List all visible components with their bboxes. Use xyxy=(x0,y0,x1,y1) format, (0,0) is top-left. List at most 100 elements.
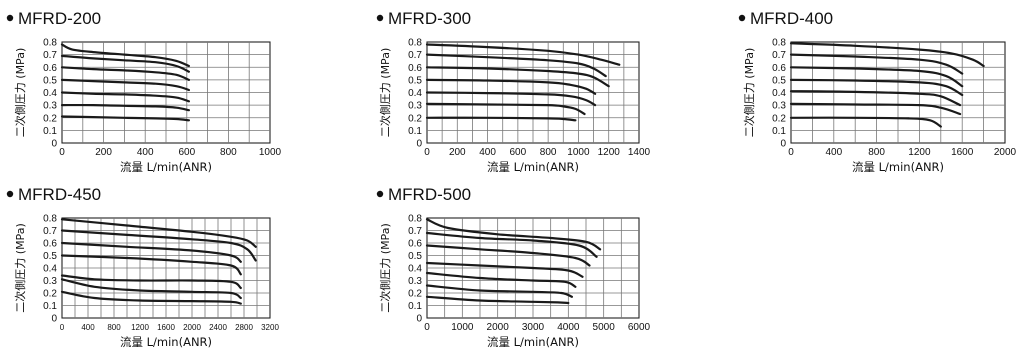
y-tick-label: 0.4 xyxy=(43,88,57,99)
y-axis-label: 二次側圧力 (MPa) xyxy=(742,48,756,137)
series-line-4 xyxy=(60,254,242,276)
y-tick-label: 0.3 xyxy=(772,101,786,112)
x-tick-label: 2000 xyxy=(183,323,201,332)
x-tick-label: 3200 xyxy=(261,323,279,332)
x-axis-label: 流量 L/min(ANR) xyxy=(120,335,212,349)
x-tick-label: 1600 xyxy=(157,323,175,332)
y-tick-label: 0 xyxy=(780,139,786,150)
y-tick-label: 0 xyxy=(51,139,57,150)
y-tick-label: 0.5 xyxy=(43,251,57,262)
x-tick-label: 4000 xyxy=(557,322,580,333)
x-tick-label: 800 xyxy=(107,323,121,332)
series-line-7 xyxy=(60,115,190,122)
series-line-1 xyxy=(425,43,621,66)
y-tick-label: 0.7 xyxy=(408,50,422,61)
x-tick-label: 600 xyxy=(510,147,527,158)
series-line-6 xyxy=(60,278,242,300)
x-tick-label: 2000 xyxy=(487,322,510,333)
series-line-2 xyxy=(425,53,607,78)
y-tick-label: 0.5 xyxy=(408,75,422,86)
chart-title: MFRD-200 xyxy=(18,9,101,28)
series-line-2 xyxy=(425,231,598,258)
y-tick-label: 0.6 xyxy=(772,63,786,74)
series-line-5 xyxy=(425,91,597,107)
series-line-3 xyxy=(60,241,242,263)
y-tick-label: 0.2 xyxy=(408,113,422,124)
series-line-7 xyxy=(425,116,577,122)
series-line-4 xyxy=(60,78,190,92)
y-tick-label: 0.5 xyxy=(408,251,422,262)
y-tick-label: 0.1 xyxy=(408,301,422,312)
y-tick-label: 0.4 xyxy=(408,88,422,99)
series-line-1 xyxy=(60,43,190,68)
y-axis-label: 二次側圧力 (MPa) xyxy=(378,223,392,312)
y-tick-label: 0.6 xyxy=(43,63,57,74)
y-tick-label: 0.4 xyxy=(43,264,57,275)
y-tick-label: 0.4 xyxy=(408,264,422,275)
x-tick-label: 800 xyxy=(540,147,557,158)
x-tick-label: 2000 xyxy=(994,147,1017,158)
y-tick-label: 0.3 xyxy=(43,101,57,112)
y-tick-label: 0.6 xyxy=(408,63,422,74)
x-axis-label: 流量 L/min(ANR) xyxy=(487,335,579,349)
x-tick-label: 400 xyxy=(137,147,154,158)
x-tick-label: 1600 xyxy=(951,147,974,158)
x-tick-label: 1400 xyxy=(628,147,651,158)
x-tick-label: 6000 xyxy=(628,322,651,333)
y-tick-label: 0.3 xyxy=(408,276,422,287)
series-line-4 xyxy=(425,78,597,95)
x-tick-label: 1200 xyxy=(908,147,931,158)
y-tick-label: 0.4 xyxy=(772,88,786,99)
x-tick-label: 2800 xyxy=(235,323,253,332)
y-tick-label: 0.1 xyxy=(772,126,786,137)
y-tick-label: 0.8 xyxy=(408,38,422,49)
series-line-3 xyxy=(60,66,190,81)
chart-panel-1: MFRD-200 0 0.1 0.2 0.3 0.4 0.5 0.6 0.7 0.8 0 200 400… xyxy=(0,0,290,181)
series-line-7 xyxy=(789,116,942,128)
x-tick-label: 400 xyxy=(81,323,95,332)
y-tick-label: 0.2 xyxy=(43,113,57,124)
chart-svg-4: MFRD-450 0 0.10.2 0.30.4 0.50.6 0.70.8 0 400 800… xyxy=(6,185,279,349)
series-line-1 xyxy=(425,218,602,251)
x-tick-label: 0 xyxy=(788,147,794,158)
title-bullet-icon xyxy=(6,190,14,198)
series-line-6 xyxy=(60,103,190,112)
x-tick-label: 0 xyxy=(60,323,65,332)
chart-title: MFRD-500 xyxy=(388,185,471,204)
chart-title: MFRD-300 xyxy=(388,9,471,28)
y-tick-label: 0.2 xyxy=(408,289,422,300)
x-tick-label: 0 xyxy=(424,147,430,158)
series-line-6 xyxy=(425,102,586,116)
y-tick-label: 0.3 xyxy=(43,276,57,287)
x-tick-label: 800 xyxy=(868,147,885,158)
x-axis-label: 流量 L/min(ANR) xyxy=(487,160,579,174)
series-line-5 xyxy=(425,271,577,288)
y-tick-label: 0.8 xyxy=(408,214,422,225)
series-line-3 xyxy=(789,66,964,88)
chart-panel-2: MFRD-300 0 0.1 0.2 0.3 0.4 0.5 0.6 0.7 0.8 0 200 400… xyxy=(370,0,659,181)
y-tick-label: 0 xyxy=(416,314,422,325)
series-line-5 xyxy=(60,274,242,290)
series-line-4 xyxy=(425,261,584,278)
y-tick-label: 0.1 xyxy=(43,301,57,312)
y-tick-label: 0.8 xyxy=(43,214,57,225)
y-axis-label: 二次側圧力 (MPa) xyxy=(13,223,27,312)
series-line-5 xyxy=(60,91,190,103)
series-line-6 xyxy=(425,284,573,298)
chart-title: MFRD-450 xyxy=(18,185,101,204)
title-bullet-icon xyxy=(376,14,384,22)
y-tick-label: 0.8 xyxy=(772,38,786,49)
x-tick-label: 1000 xyxy=(259,147,282,158)
title-bullet-icon xyxy=(6,14,14,22)
series-line-2 xyxy=(789,53,964,75)
series-line-2 xyxy=(60,229,257,262)
x-tick-label: 1000 xyxy=(451,322,474,333)
chart-panel-5: MFRD-500 0 0.1 0.2 0.3 0.4 0.5 0.6 0.7 0.8 0 1000 20… xyxy=(370,180,659,356)
y-tick-label: 0.7 xyxy=(43,50,57,61)
title-bullet-icon xyxy=(376,190,384,198)
y-tick-label: 0.7 xyxy=(772,50,786,61)
y-tick-label: 0.1 xyxy=(43,126,57,137)
